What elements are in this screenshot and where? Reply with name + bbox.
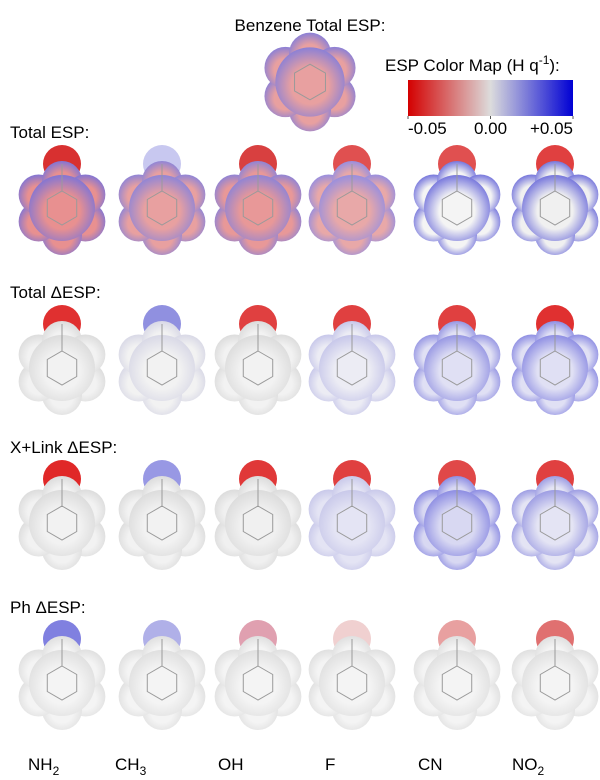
esp-surface — [215, 460, 302, 570]
figure: Benzene Total ESP: ESP Color Map (H q-1)… — [0, 0, 600, 775]
benzene-title: Benzene Total ESP: — [235, 16, 386, 35]
column-label-sub: 3 — [140, 764, 147, 775]
esp-surface — [512, 305, 599, 415]
colorbar-tick-label: +0.05 — [530, 119, 573, 138]
colorbar — [408, 80, 573, 116]
column-label-main: OH — [218, 755, 244, 774]
column-label-main: F — [325, 755, 335, 774]
esp-surface — [19, 305, 106, 415]
column-label: NH2 — [28, 755, 60, 775]
column-label-sub: 2 — [538, 764, 545, 775]
column-label-main: CN — [418, 755, 443, 774]
column-label: CN — [418, 755, 443, 774]
esp-surface — [414, 145, 501, 255]
esp-surface — [215, 145, 302, 255]
esp-surface — [512, 620, 599, 730]
colormap-title-main: ESP Color Map (H q — [385, 56, 539, 75]
column-label-main: NH — [28, 755, 53, 774]
esp-surface — [309, 460, 396, 570]
esp-surface — [119, 620, 206, 730]
page: {"figure": { "benzene_title": "Benzene T… — [0, 0, 600, 775]
column-label: CH3 — [115, 755, 147, 775]
esp-surface — [119, 305, 206, 415]
esp-surface — [119, 460, 206, 570]
esp-surface — [414, 460, 501, 570]
esp-surface — [309, 620, 396, 730]
esp-surface — [19, 145, 106, 255]
row-label: Ph ΔESP: — [10, 598, 86, 617]
esp-surface — [119, 145, 206, 255]
colorbar-tick-label: 0.00 — [474, 119, 507, 138]
colorbar-tick-label: -0.05 — [408, 119, 447, 138]
esp-surface — [215, 305, 302, 415]
esp-surface — [19, 460, 106, 570]
esp-surface — [512, 460, 599, 570]
esp-surface — [512, 145, 599, 255]
esp-surface — [215, 620, 302, 730]
column-label-main: NO — [512, 755, 538, 774]
column-label-main: CH — [115, 755, 140, 774]
colormap-title-sup: -1 — [539, 53, 550, 67]
column-label-sub: 2 — [53, 764, 60, 775]
esp-surface — [309, 305, 396, 415]
row-label: Total ESP: — [10, 123, 89, 142]
column-label: NO2 — [512, 755, 545, 775]
column-label: OH — [218, 755, 244, 774]
colormap-title: ESP Color Map (H q-1): — [385, 53, 560, 75]
column-label: F — [325, 755, 335, 774]
row-label: X+Link ΔESP: — [10, 438, 117, 457]
esp-surface — [19, 620, 106, 730]
esp-surface — [414, 305, 501, 415]
esp-surface — [309, 145, 396, 255]
row-label: Total ΔESP: — [10, 283, 101, 302]
esp-surface — [414, 620, 501, 730]
esp-surface — [264, 33, 355, 132]
colormap-title-end: ): — [549, 56, 559, 75]
